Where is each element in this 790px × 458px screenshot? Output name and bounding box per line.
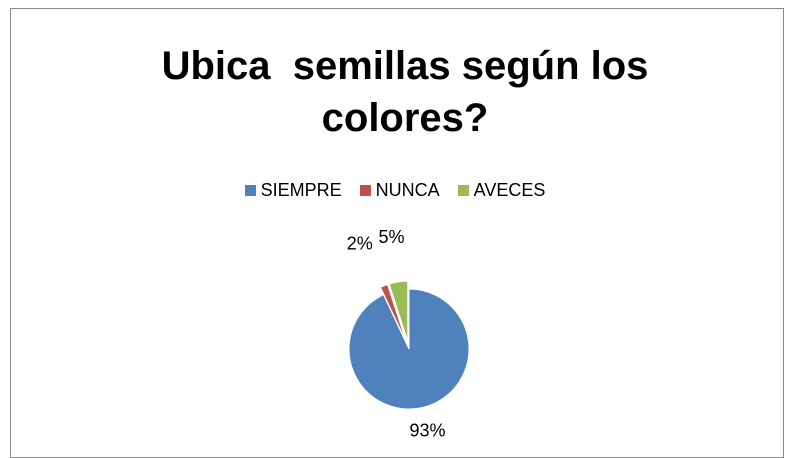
legend-item: AVECES [457,180,546,201]
legend-swatch [244,185,256,196]
legend-swatch [457,185,469,196]
pie-slice [388,280,409,342]
pie-slice [379,283,407,342]
legend-label: NUNCA [375,180,440,200]
data-label: 93% [410,421,446,441]
pie-slice [348,288,470,410]
chart-title: Ubica semillas según los colores? [161,44,660,140]
legend-label: AVECES [473,180,546,200]
legend-swatch [359,185,371,196]
legend-label: SIEMPRE [260,180,342,200]
legend-item: SIEMPRE [244,180,342,201]
data-label: 2% [347,234,373,254]
legend-item: NUNCA [359,180,440,201]
legend: SIEMPRE NUNCA AVECES [0,180,790,201]
data-label: 5% [378,227,404,247]
